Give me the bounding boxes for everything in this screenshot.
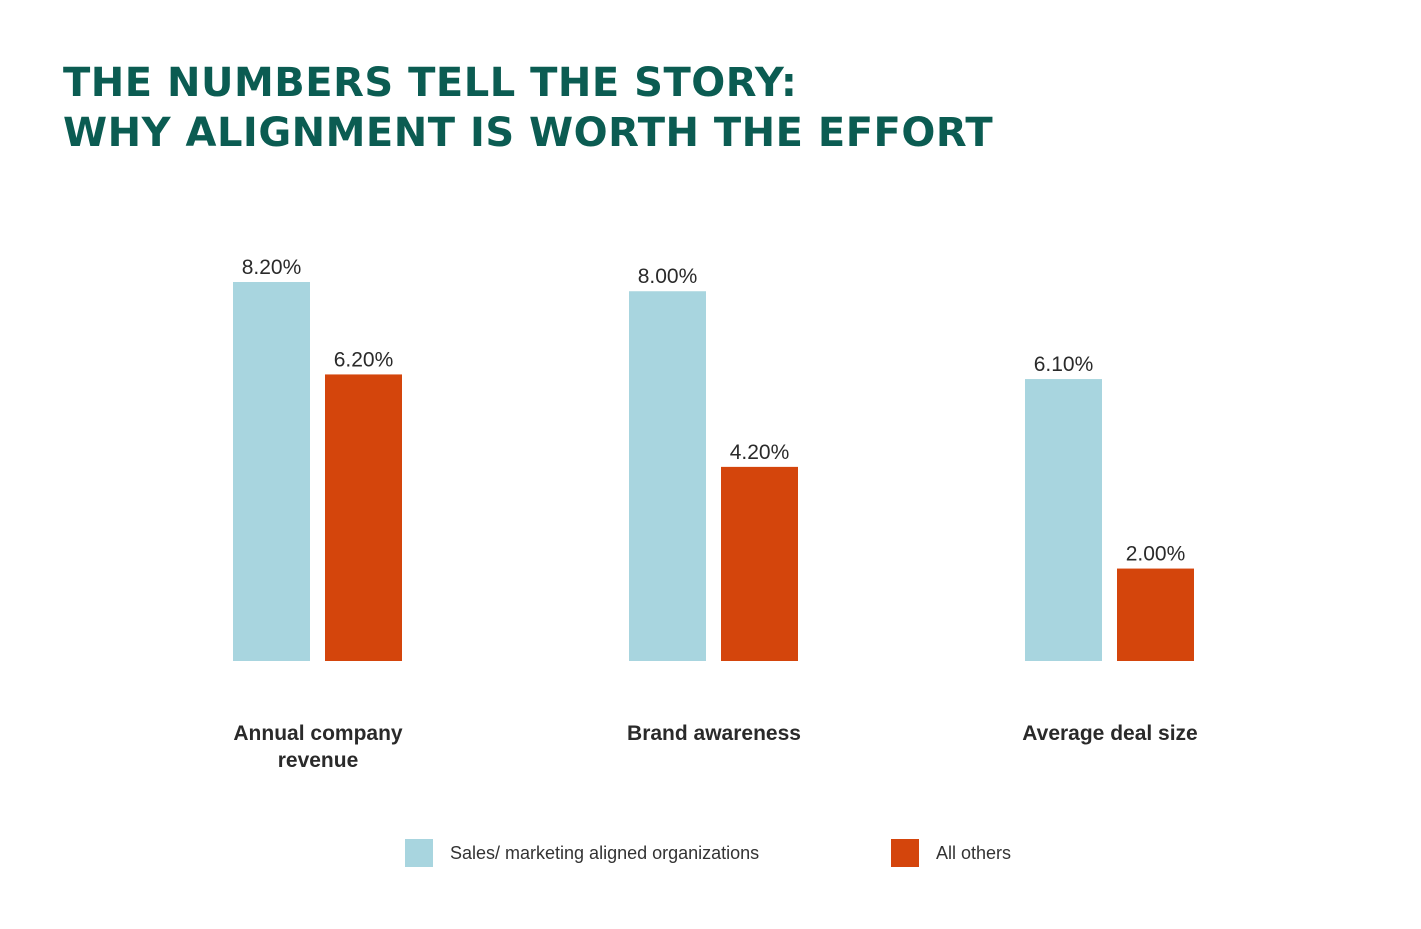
legend-item-others: All others <box>891 839 1011 867</box>
legend-label: All others <box>936 842 1012 863</box>
chart-title: THE NUMBERS TELL THE STORY: WHY ALIGNMEN… <box>63 58 993 158</box>
category-label-average-deal-size: Average deal size <box>980 720 1240 747</box>
category-label-line: Brand awareness <box>627 722 801 745</box>
data-label: 8.00% <box>638 265 698 288</box>
title-line-2: WHY ALIGNMENT IS WORTH THE EFFORT <box>63 110 994 156</box>
bar-aligned-1 <box>629 291 706 661</box>
legend-swatch-others <box>891 839 919 867</box>
bar-others-1 <box>721 466 798 661</box>
bar-others-0 <box>325 374 402 661</box>
category-label-line: revenue <box>277 749 359 772</box>
data-label: 6.10% <box>1034 353 1094 376</box>
legend-swatch-aligned <box>405 839 433 867</box>
bar-others-2 <box>1117 568 1194 661</box>
category-label-line: Average deal size <box>1022 722 1198 745</box>
title-line-1: THE NUMBERS TELL THE STORY: <box>63 60 798 106</box>
legend-item-aligned: Sales/ marketing aligned organizations <box>405 839 759 867</box>
category-label-line: Annual company <box>233 722 403 745</box>
data-label: 6.20% <box>334 348 394 371</box>
category-label-annual-revenue: Annual company revenue <box>188 720 448 774</box>
data-label: 4.20% <box>730 441 790 464</box>
bar-aligned-2 <box>1025 379 1102 661</box>
category-label-brand-awareness: Brand awareness <box>584 720 844 747</box>
data-label: 2.00% <box>1126 543 1186 566</box>
bar-aligned-0 <box>233 282 310 661</box>
data-label: 8.20% <box>242 256 302 279</box>
legend-label: Sales/ marketing aligned organizations <box>450 842 760 863</box>
